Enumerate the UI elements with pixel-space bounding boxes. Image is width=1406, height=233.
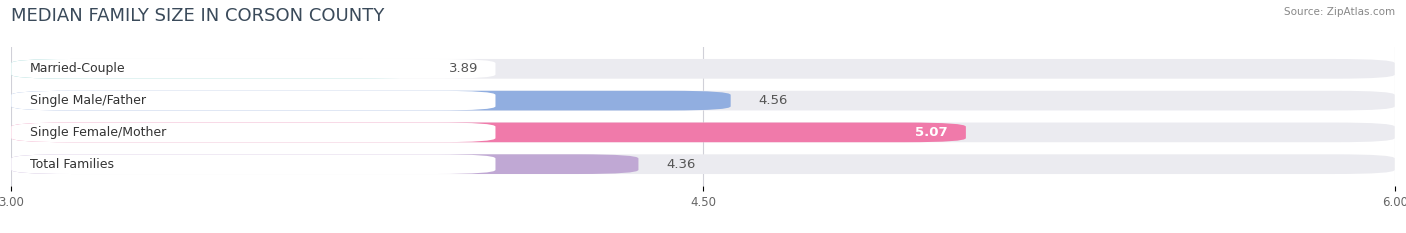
FancyBboxPatch shape	[11, 154, 1395, 174]
FancyBboxPatch shape	[11, 91, 1395, 110]
Text: Total Families: Total Families	[30, 158, 114, 171]
FancyBboxPatch shape	[11, 91, 495, 110]
FancyBboxPatch shape	[11, 59, 495, 79]
FancyBboxPatch shape	[11, 59, 422, 79]
Text: 4.56: 4.56	[758, 94, 787, 107]
FancyBboxPatch shape	[11, 123, 495, 142]
FancyBboxPatch shape	[11, 91, 731, 110]
Text: Single Male/Father: Single Male/Father	[30, 94, 146, 107]
Text: Married-Couple: Married-Couple	[30, 62, 125, 75]
Text: 5.07: 5.07	[915, 126, 948, 139]
FancyBboxPatch shape	[11, 59, 1395, 79]
FancyBboxPatch shape	[11, 154, 495, 174]
Text: 3.89: 3.89	[450, 62, 478, 75]
FancyBboxPatch shape	[11, 123, 1395, 142]
Text: Source: ZipAtlas.com: Source: ZipAtlas.com	[1284, 7, 1395, 17]
Text: 4.36: 4.36	[666, 158, 696, 171]
FancyBboxPatch shape	[11, 123, 966, 142]
Text: Single Female/Mother: Single Female/Mother	[30, 126, 166, 139]
Text: MEDIAN FAMILY SIZE IN CORSON COUNTY: MEDIAN FAMILY SIZE IN CORSON COUNTY	[11, 7, 385, 25]
FancyBboxPatch shape	[11, 154, 638, 174]
